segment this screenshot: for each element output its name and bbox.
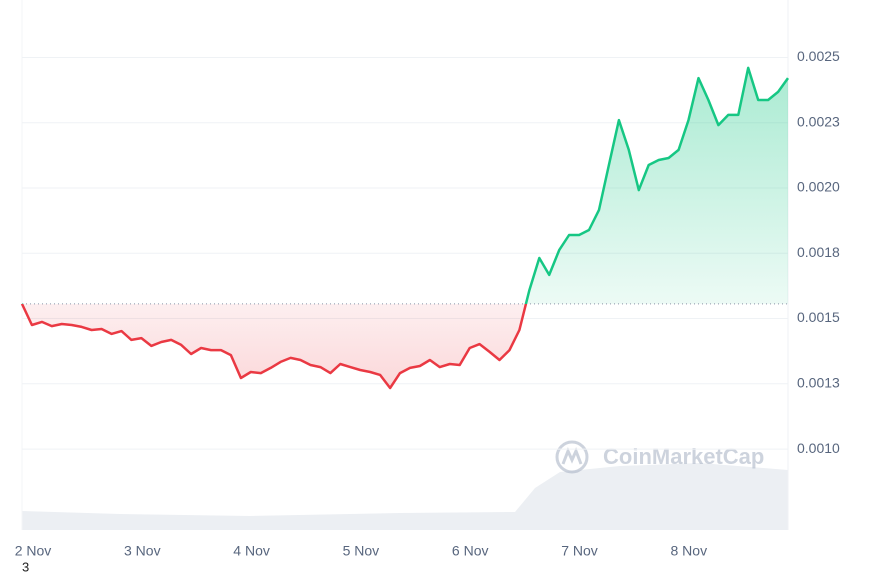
footnote: 3 xyxy=(22,559,29,574)
x-tick-label: 6 Nov xyxy=(452,543,489,559)
y-tick-label: 0.0015 xyxy=(797,309,840,325)
price-line xyxy=(20,66,790,390)
y-tick-label: 0.0025 xyxy=(797,48,840,64)
x-tick-label: 7 Nov xyxy=(561,543,598,559)
x-tick-label: 2 Nov xyxy=(15,543,52,559)
watermark-logo-mark xyxy=(561,447,583,465)
x-tick-label: 4 Nov xyxy=(233,543,270,559)
volume-area xyxy=(22,463,788,530)
y-tick-label: 0.0010 xyxy=(797,440,840,456)
watermark-text: CoinMarketCap xyxy=(603,444,764,469)
y-tick-label: 0.0020 xyxy=(797,179,840,195)
y-tick-label: 0.0013 xyxy=(797,374,840,390)
watermark-logo xyxy=(555,440,589,474)
watermark: CoinMarketCap xyxy=(555,440,764,474)
x-tick-label: 8 Nov xyxy=(671,543,708,559)
y-tick-label: 0.0023 xyxy=(797,113,840,129)
area xyxy=(22,67,788,389)
x-tick-label: 5 Nov xyxy=(343,543,380,559)
x-tick-label: 3 Nov xyxy=(124,543,161,559)
y-tick-label: 0.0018 xyxy=(797,244,840,260)
